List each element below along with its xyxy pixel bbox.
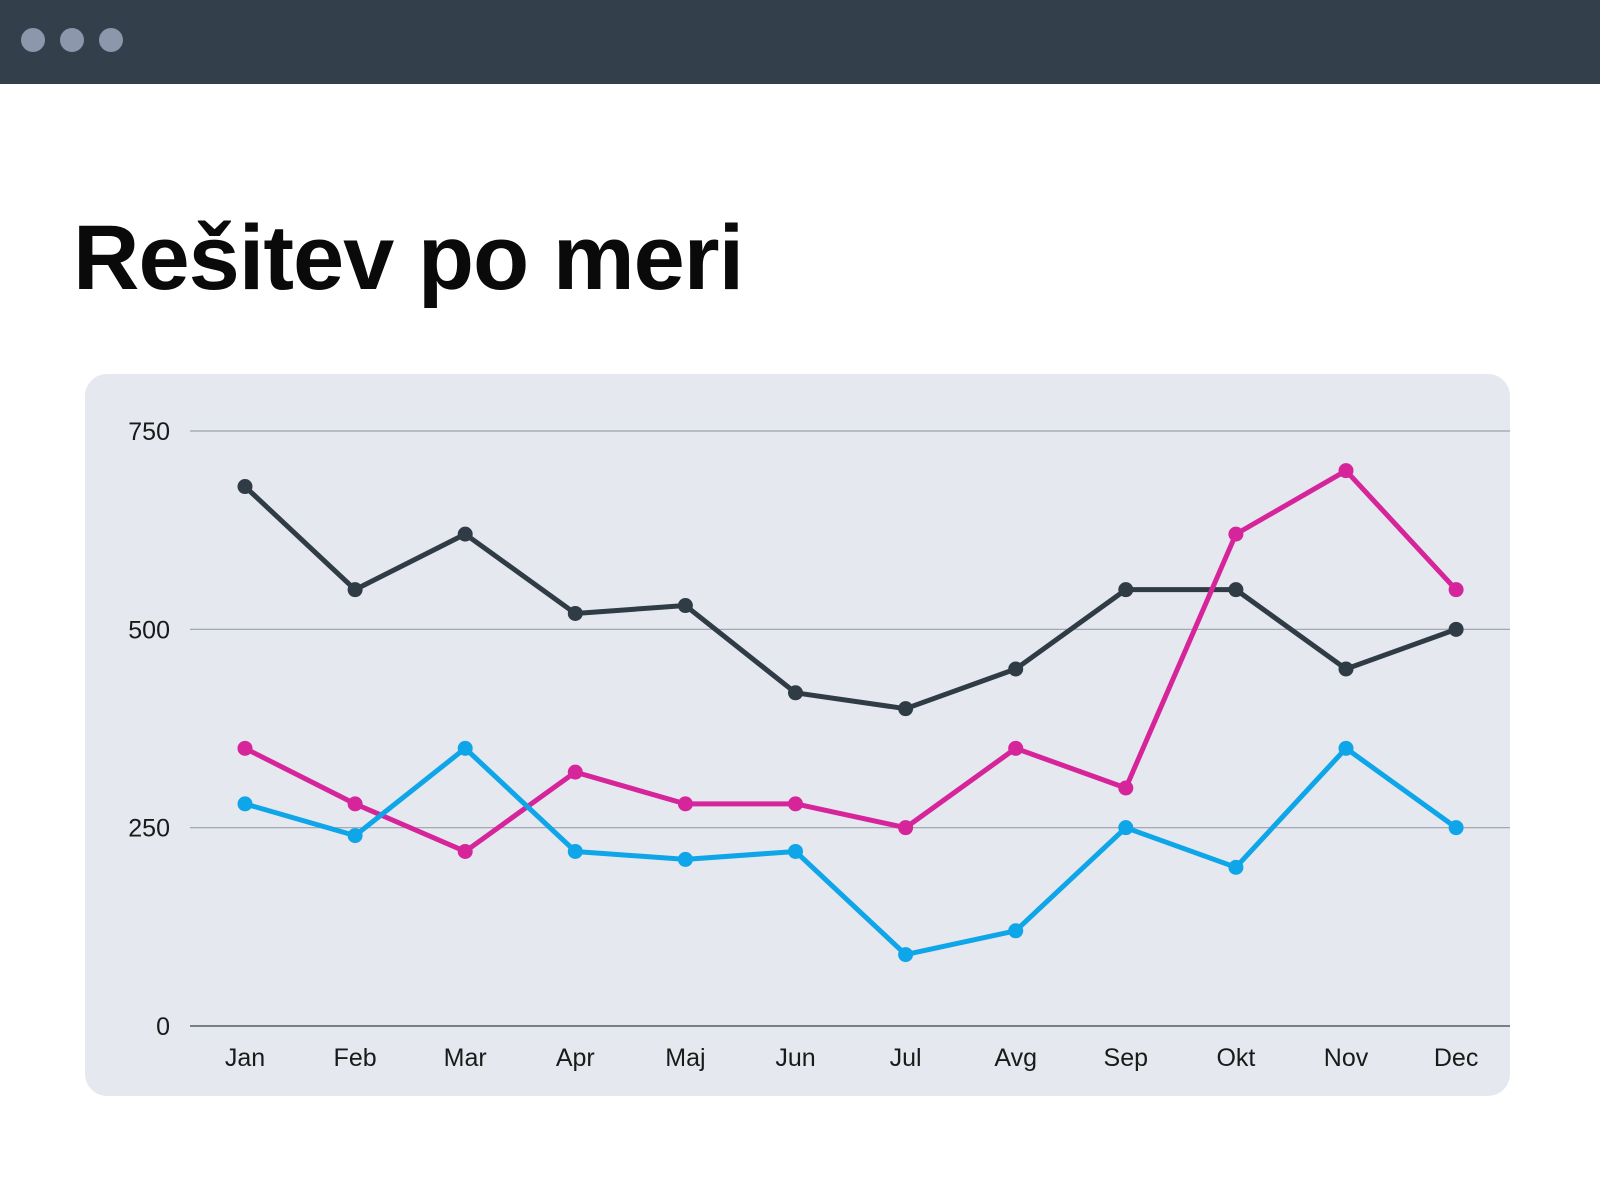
data-point[interactable] (347, 828, 363, 844)
data-point[interactable] (567, 764, 583, 780)
data-point[interactable] (457, 526, 473, 542)
data-point[interactable] (1008, 923, 1024, 939)
window-maximize-dot[interactable] (99, 28, 123, 52)
series-2 (237, 463, 1464, 859)
data-point[interactable] (677, 598, 693, 614)
data-point[interactable] (898, 820, 914, 836)
x-tick-label: Nov (1324, 1044, 1369, 1072)
data-point[interactable] (457, 740, 473, 756)
data-point[interactable] (1228, 582, 1244, 598)
data-point[interactable] (898, 947, 914, 963)
data-point[interactable] (567, 605, 583, 621)
data-point[interactable] (237, 479, 253, 495)
data-point[interactable] (1448, 621, 1464, 637)
data-point[interactable] (677, 851, 693, 867)
data-point[interactable] (1008, 740, 1024, 756)
x-tick-label: Avg (994, 1044, 1037, 1072)
series-line (242, 484, 1459, 712)
page-title: Rešitev po meri (73, 207, 744, 309)
data-point[interactable] (677, 796, 693, 812)
x-tick-label: Mar (444, 1044, 487, 1072)
chart-series (237, 463, 1464, 963)
data-point[interactable] (1448, 820, 1464, 836)
data-point[interactable] (788, 796, 803, 812)
series-line (242, 468, 1459, 854)
x-tick-label: Apr (556, 1044, 595, 1072)
y-tick-label: 500 (128, 616, 170, 644)
data-point[interactable] (1338, 463, 1354, 479)
data-point[interactable] (1338, 661, 1354, 677)
data-point[interactable] (347, 796, 363, 812)
chart-card: 0 250 500 750 Jan Feb Mar Apr Maj Jun Jul Avg Sep Ok… (85, 374, 1510, 1096)
data-point[interactable] (788, 843, 803, 859)
data-point[interactable] (1228, 859, 1244, 875)
x-axis-ticks: Jan Feb Mar Apr Maj Jun Jul Avg Sep Okt Nov Dec (225, 1044, 1478, 1072)
data-point[interactable] (237, 740, 253, 756)
data-point[interactable] (457, 843, 473, 859)
x-tick-label: Feb (334, 1044, 377, 1072)
data-point[interactable] (237, 796, 253, 812)
y-axis-ticks: 0 250 500 750 (128, 418, 170, 1041)
y-tick-label: 0 (156, 1013, 170, 1041)
data-point[interactable] (1008, 661, 1024, 677)
window-title-bar (0, 0, 1600, 84)
data-point[interactable] (1228, 526, 1244, 542)
y-tick-label: 250 (128, 815, 170, 843)
data-point[interactable] (1118, 582, 1134, 598)
chart-gridlines (190, 430, 1510, 1027)
x-tick-label: Sep (1104, 1044, 1148, 1072)
window-close-dot[interactable] (21, 28, 45, 52)
x-tick-label: Okt (1216, 1044, 1255, 1072)
y-tick-label: 750 (128, 418, 170, 446)
window-minimize-dot[interactable] (60, 28, 84, 52)
data-point[interactable] (567, 843, 583, 859)
data-point[interactable] (1448, 582, 1464, 598)
data-point[interactable] (1118, 780, 1134, 796)
series-line (242, 745, 1459, 958)
data-point[interactable] (898, 701, 914, 717)
data-point[interactable] (347, 582, 363, 598)
data-point[interactable] (788, 685, 803, 701)
x-tick-label: Maj (665, 1044, 705, 1072)
series-3 (237, 740, 1464, 963)
x-tick-label: Jun (775, 1044, 815, 1072)
line-chart: 0 250 500 750 Jan Feb Mar Apr Maj Jun Jul Avg Sep Ok… (128, 418, 1510, 1072)
x-tick-label: Dec (1434, 1044, 1478, 1072)
data-point[interactable] (1118, 820, 1134, 836)
series-1 (237, 479, 1464, 717)
data-point[interactable] (1338, 740, 1354, 756)
x-tick-label: Jul (890, 1044, 922, 1072)
x-tick-label: Jan (225, 1044, 265, 1072)
